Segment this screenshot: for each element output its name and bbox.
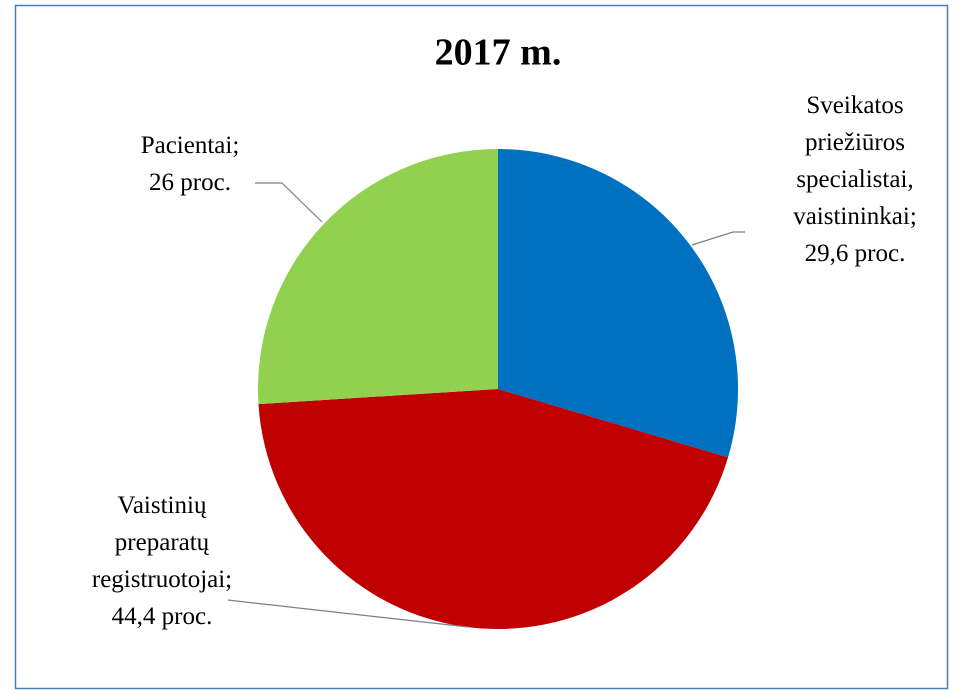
data-label: Pacientai; 26 proc. <box>110 127 270 201</box>
chart-title: 2017 m. <box>435 32 562 74</box>
data-label: Vaistinių preparatų registruotojai; 44,4 … <box>72 487 252 635</box>
category-label: Pacientai; <box>140 132 240 159</box>
value-label: 26 proc. <box>149 169 231 196</box>
value-label: 44,4 proc. <box>111 603 213 630</box>
value-label: 29,6 proc. <box>804 240 906 267</box>
leader-line <box>227 599 469 628</box>
data-label: Sveikatos priežiūros specialistai, vaist… <box>775 87 935 272</box>
category-label: Vaistinių preparatų registruotojai; <box>91 492 233 593</box>
category-label: Sveikatos priežiūros specialistai, vaist… <box>793 92 917 230</box>
leader-line <box>691 231 745 246</box>
pie-slice <box>258 389 729 630</box>
pie-slice <box>498 149 738 458</box>
pie-slice <box>257 149 498 405</box>
leader-line <box>255 182 323 223</box>
